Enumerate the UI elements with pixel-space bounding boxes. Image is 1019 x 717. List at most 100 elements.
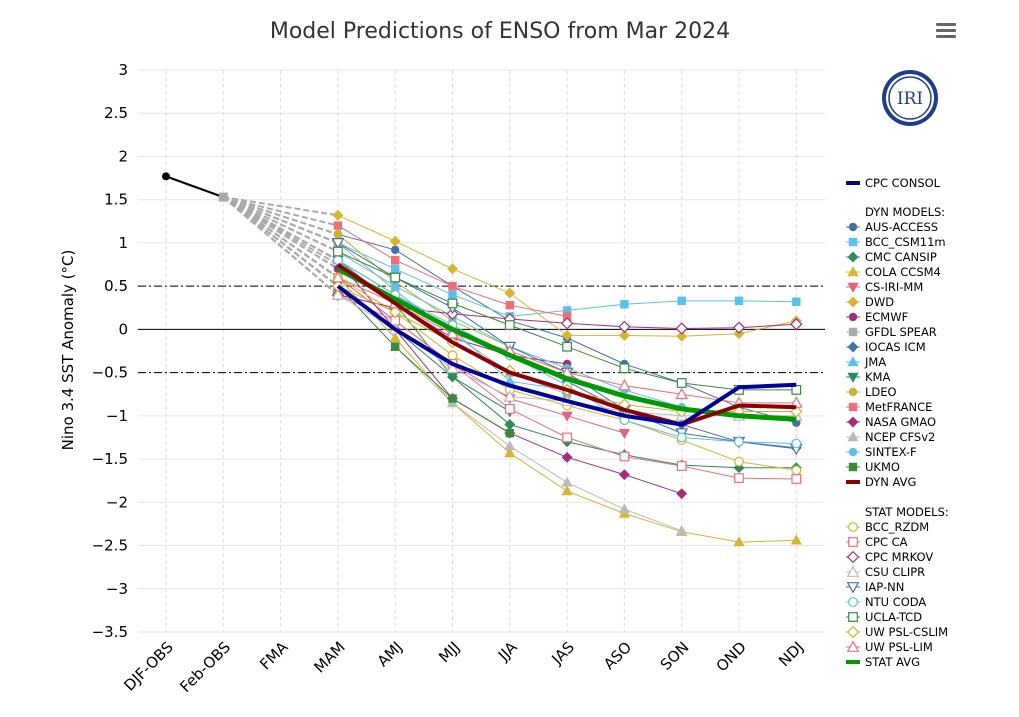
x-tick-label: DJF-OBS [120, 638, 176, 694]
point-marker [561, 411, 573, 422]
legend-item[interactable]: CS-IRI-MM [846, 280, 923, 294]
point-marker [791, 474, 802, 484]
legend-item[interactable]: DYN AVG [846, 475, 916, 489]
legend-item[interactable]: DWD [846, 295, 894, 309]
obs-forecast-connector [222, 196, 339, 244]
point-marker [333, 246, 343, 257]
legend-label: CSU CLIPR [865, 565, 925, 579]
legend-item[interactable]: IAP-NN [846, 580, 904, 594]
point-marker [848, 612, 858, 622]
legend[interactable]: CPC CONSOL DYN MODELS:AUS-ACCESSBCC_CSM11… [846, 176, 949, 669]
point-marker [676, 488, 688, 500]
obs-forecast-connector [222, 196, 339, 270]
point-marker [618, 428, 631, 439]
x-tick-label: AMJ [374, 638, 406, 670]
point-marker [562, 432, 572, 443]
legend-item[interactable]: SINTEX-F [846, 445, 917, 459]
legend-label: KMA [865, 370, 890, 384]
legend-item[interactable]: AUS-ACCESS [846, 220, 938, 234]
y-tick-label: 1.5 [104, 191, 128, 209]
point-marker [848, 522, 858, 532]
legend-item[interactable]: UCLA-TCD [846, 610, 922, 624]
logo-inner-disc [886, 74, 934, 122]
obs-forecast-connector [222, 196, 339, 287]
legend-item[interactable]: CSU CLIPR [846, 565, 925, 579]
legend-item[interactable]: BCC_CSM11m [846, 235, 946, 249]
x-axis-ticks: DJF-OBS Feb-OBS FMA MAM AMJ MJJ JJA JAS ASO SON ON… [120, 638, 807, 696]
x-tick-label: Feb-OBS [176, 638, 234, 696]
chart-title: Model Predictions of ENSO from Mar 2024 [270, 19, 730, 44]
point-marker [448, 281, 457, 291]
x-tick-label: SON [657, 638, 693, 674]
legend-item[interactable]: CPC CONSOL [846, 176, 941, 190]
x-tick-label: MJJ [435, 638, 463, 666]
legend-label: SINTEX-F [865, 445, 917, 459]
legend-item[interactable]: CPC MRKOV [846, 550, 933, 564]
legend-item[interactable]: STAT AVG [846, 655, 920, 669]
point-marker [791, 465, 802, 476]
legend-item[interactable]: UW PSL-CSLIM [846, 625, 948, 639]
x-tick-label: JJA [494, 638, 521, 665]
legend-label: UW PSL-CSLIM [865, 625, 948, 639]
point-marker [504, 440, 516, 451]
chart-menu-button[interactable] [934, 20, 958, 42]
point-marker [448, 290, 457, 300]
point-marker [333, 221, 343, 230]
iri-logo: IRI [882, 70, 938, 126]
series-layer [162, 172, 803, 547]
point-marker [848, 222, 858, 232]
point-marker [848, 447, 858, 457]
legend-label: JMA [864, 355, 886, 369]
legend-item[interactable]: NASA GMAO [846, 415, 936, 429]
obs-forecast-connector [222, 196, 339, 262]
legend-label: NTU CODA [865, 595, 926, 609]
point-marker [504, 404, 515, 414]
point-marker [503, 390, 517, 402]
point-marker [732, 321, 746, 334]
legend-item[interactable]: KMA [846, 370, 890, 384]
point-marker [391, 264, 400, 274]
legend-item[interactable]: IOCAS ICM [846, 340, 926, 354]
y-tick-label: 2 [118, 147, 128, 165]
legend-item[interactable]: COLA CCSM4 [846, 265, 941, 279]
logo-inner-ring [888, 76, 932, 120]
legend-item[interactable]: LDEO [846, 385, 897, 399]
legend-label: NCEP CFSv2 [865, 430, 935, 444]
legend-item[interactable]: JMA [846, 355, 886, 369]
point-marker [848, 237, 858, 247]
legend-item[interactable]: UKMO [846, 460, 900, 474]
point-marker [848, 462, 858, 472]
point-marker [676, 330, 688, 342]
point-marker [847, 356, 859, 367]
legend-item[interactable]: CPC CA [846, 535, 908, 549]
legend-item[interactable]: NCEP CFSv2 [846, 430, 935, 444]
y-tick-label: −3 [106, 580, 128, 598]
legend-item[interactable]: ECMWF [846, 310, 908, 324]
point-marker [446, 372, 459, 383]
point-marker [446, 361, 459, 374]
point-marker [391, 245, 400, 255]
point-marker [676, 461, 687, 471]
legend-item[interactable]: GFDL SPEAR [846, 325, 937, 339]
grid-layer [138, 69, 825, 633]
legend-label: GFDL SPEAR [865, 325, 937, 339]
obs-forecast-connector [223, 196, 339, 227]
observed-point [162, 172, 170, 181]
point-marker [847, 341, 859, 353]
point-marker [391, 256, 400, 265]
point-marker [847, 296, 859, 308]
legend-label: UW PSL-LIM [865, 640, 933, 654]
legend-item[interactable]: NTU CODA [846, 595, 926, 609]
point-marker [390, 272, 401, 283]
legend-item[interactable]: CMC CANSIP [846, 250, 937, 264]
legend-item[interactable]: BCC_RZDM [846, 520, 929, 534]
y-tick-label: −3.5 [92, 623, 128, 641]
point-marker [331, 238, 345, 250]
point-marker [847, 282, 859, 293]
legend-item[interactable]: MetFRANCE [846, 400, 932, 414]
legend-item[interactable]: UW PSL-LIM [846, 640, 933, 654]
logo-text: IRI [897, 89, 923, 109]
y-tick-label: −0.5 [92, 364, 128, 382]
obs-forecast-connector [222, 196, 339, 253]
